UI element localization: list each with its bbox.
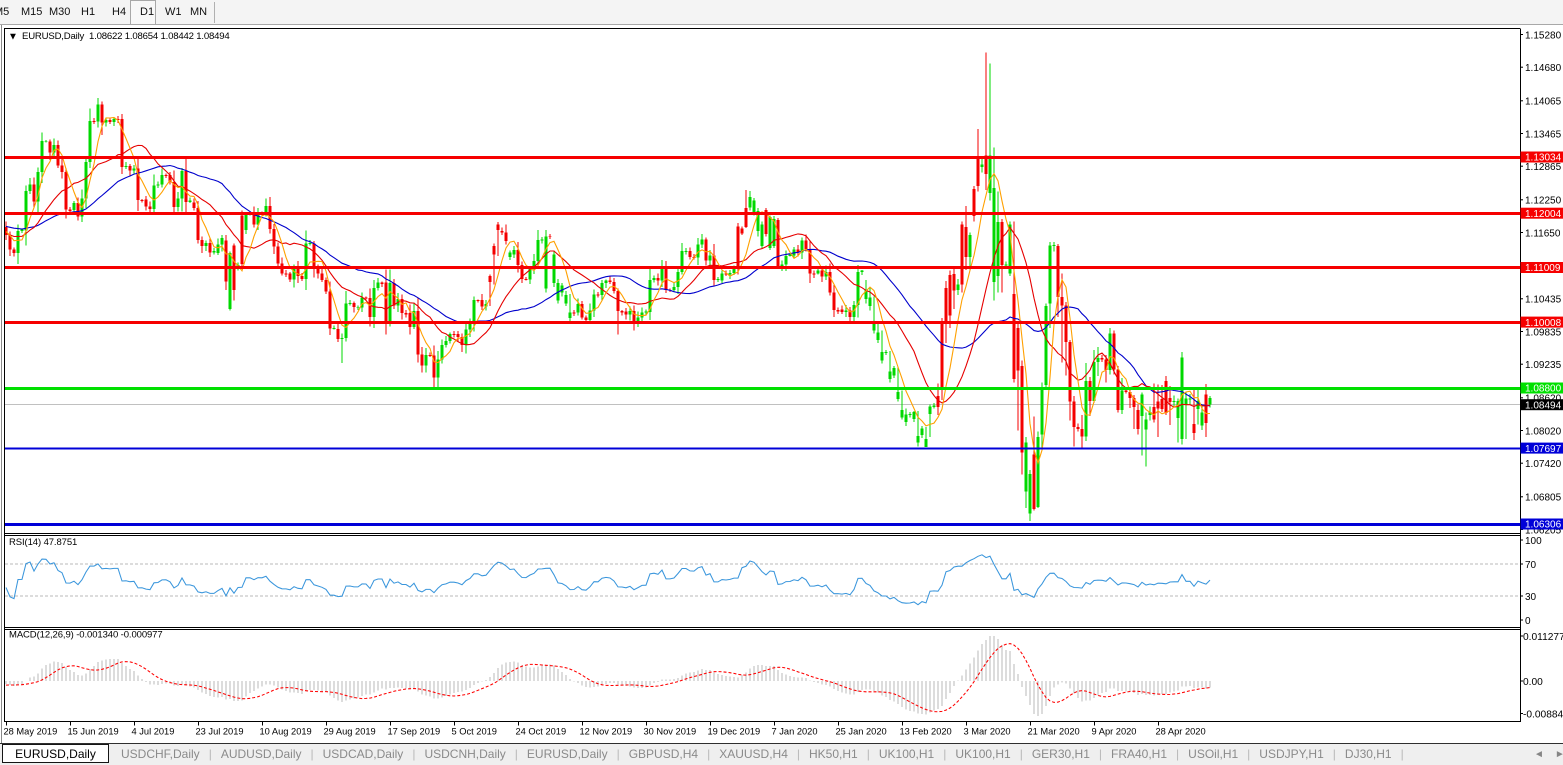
svg-text:1.07420: 1.07420 <box>1525 459 1562 470</box>
svg-text:1.15280: 1.15280 <box>1525 30 1562 41</box>
svg-text:1.10435: 1.10435 <box>1525 295 1562 306</box>
svg-text:1.09835: 1.09835 <box>1525 327 1562 338</box>
svg-text:70: 70 <box>1525 560 1537 571</box>
svg-text:1.12865: 1.12865 <box>1525 162 1562 173</box>
svg-text:MACD(12,26,9) -0.001340 -0.000: MACD(12,26,9) -0.001340 -0.000977 <box>9 630 163 641</box>
svg-text:13 Feb 2020: 13 Feb 2020 <box>900 727 952 737</box>
svg-text:28 May 2019: 28 May 2019 <box>4 727 58 737</box>
svg-text:1.13465: 1.13465 <box>1525 129 1562 140</box>
svg-text:1.12004: 1.12004 <box>1525 209 1562 220</box>
svg-text:1.14680: 1.14680 <box>1525 63 1562 74</box>
svg-text:4 Jul 2019: 4 Jul 2019 <box>132 727 175 737</box>
svg-text:1.11650: 1.11650 <box>1525 228 1561 239</box>
svg-text:1.08494: 1.08494 <box>1525 400 1562 411</box>
svg-text:1.08020: 1.08020 <box>1525 426 1562 437</box>
svg-text:1.14065: 1.14065 <box>1525 97 1562 108</box>
svg-text:EURUSD,Daily 1.08622 1.08654: EURUSD,Daily 1.08622 1.08654 1.08442 1.0… <box>22 31 230 42</box>
svg-text:10 Aug 2019: 10 Aug 2019 <box>260 727 312 737</box>
svg-text:1.12250: 1.12250 <box>1525 196 1562 207</box>
svg-text:RSI(14) 47.8751: RSI(14) 47.8751 <box>9 537 77 548</box>
svg-text:1.07697: 1.07697 <box>1525 444 1562 455</box>
svg-text:1.08620: 1.08620 <box>1525 394 1562 405</box>
svg-text:3 Mar 2020: 3 Mar 2020 <box>964 727 1011 737</box>
svg-text:30: 30 <box>1525 592 1537 603</box>
svg-text:100: 100 <box>1525 536 1542 547</box>
svg-text:23 Jul 2019: 23 Jul 2019 <box>196 727 244 737</box>
svg-text:1.10008: 1.10008 <box>1525 318 1562 329</box>
svg-text:0.00: 0.00 <box>1523 677 1543 688</box>
svg-text:5 Oct 2019: 5 Oct 2019 <box>452 727 497 737</box>
svg-text:1.08800: 1.08800 <box>1525 384 1562 395</box>
svg-text:12 Nov 2019: 12 Nov 2019 <box>580 727 633 737</box>
svg-text:1.06805: 1.06805 <box>1525 493 1562 504</box>
svg-text:▼: ▼ <box>8 32 18 43</box>
svg-text:9 Apr 2020: 9 Apr 2020 <box>1092 727 1137 737</box>
svg-text:21 Mar 2020: 21 Mar 2020 <box>1028 727 1080 737</box>
svg-text:-0.008845: -0.008845 <box>1523 709 1563 720</box>
svg-text:15 Jun 2019: 15 Jun 2019 <box>68 727 119 737</box>
svg-text:19 Dec 2019: 19 Dec 2019 <box>708 727 761 737</box>
svg-text:29 Aug 2019: 29 Aug 2019 <box>324 727 376 737</box>
svg-text:1.06306: 1.06306 <box>1525 520 1562 531</box>
svg-text:1.06205: 1.06205 <box>1525 525 1562 536</box>
svg-text:30 Nov 2019: 30 Nov 2019 <box>644 727 697 737</box>
svg-text:1.13034: 1.13034 <box>1525 153 1562 164</box>
svg-text:17 Sep 2019: 17 Sep 2019 <box>388 727 441 737</box>
svg-text:25 Jan 2020: 25 Jan 2020 <box>836 727 887 737</box>
svg-text:1.11009: 1.11009 <box>1525 263 1561 274</box>
svg-text:28 Apr 2020: 28 Apr 2020 <box>1156 727 1206 737</box>
svg-text:24 Oct 2019: 24 Oct 2019 <box>516 727 567 737</box>
svg-text:7 Jan 2020: 7 Jan 2020 <box>772 727 818 737</box>
svg-text:0: 0 <box>1525 616 1531 627</box>
svg-text:1.09235: 1.09235 <box>1525 360 1562 371</box>
svg-text:0.011277: 0.011277 <box>1523 632 1563 643</box>
